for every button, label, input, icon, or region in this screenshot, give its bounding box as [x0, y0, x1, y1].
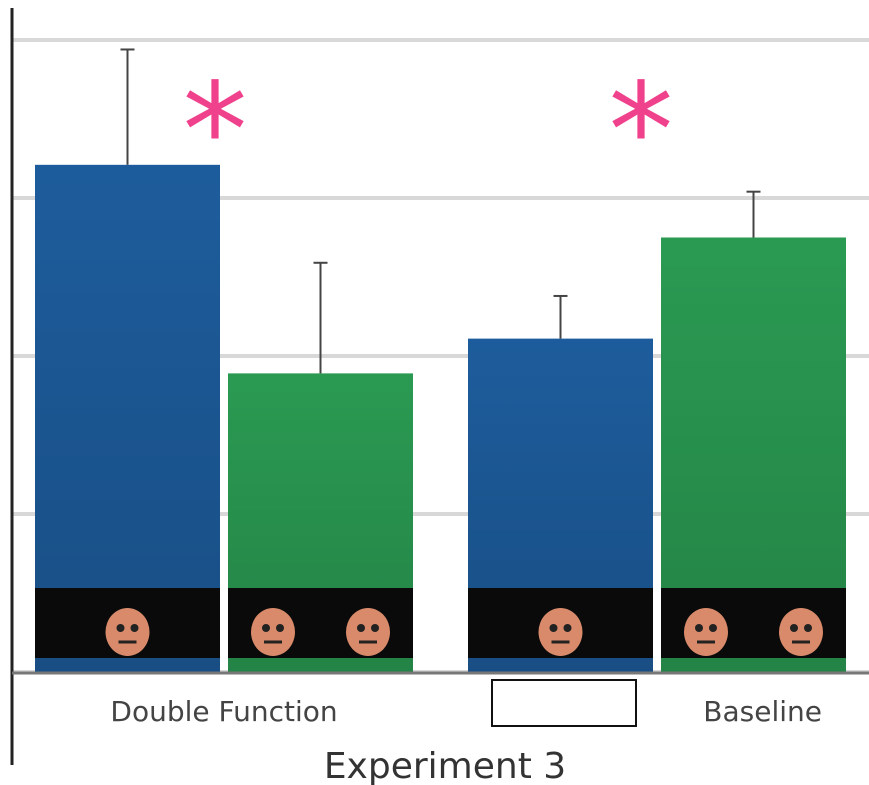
bar-shade — [35, 164, 220, 672]
figure-strip — [468, 588, 653, 658]
figure-strip — [35, 588, 220, 658]
significance-marker: * — [609, 55, 674, 207]
figure-eye — [709, 624, 717, 632]
figure-eye — [276, 624, 284, 632]
bars — [35, 48, 846, 672]
labels: Double Function Baseline * * — [110, 55, 822, 728]
figure-eye — [130, 624, 139, 632]
figure-eye — [262, 624, 270, 632]
figure-strip — [661, 588, 846, 658]
figure-face — [779, 608, 823, 656]
figure-eye — [563, 624, 572, 632]
figure-eye — [804, 624, 812, 632]
figure-eye — [116, 624, 125, 632]
figure-eye — [790, 624, 798, 632]
figure-eye — [357, 624, 365, 632]
redaction-box — [491, 679, 637, 727]
figure-face — [251, 608, 295, 656]
significance-marker: * — [183, 55, 248, 207]
figure-face — [346, 608, 390, 656]
x-tick-label: Baseline — [703, 695, 822, 728]
figure-eye — [371, 624, 379, 632]
figure-eye — [695, 624, 703, 632]
figure-face — [538, 608, 583, 656]
figure-face — [684, 608, 728, 656]
figure-eye — [549, 624, 558, 632]
x-tick-label: Double Function — [110, 695, 337, 728]
figure-strip — [228, 588, 413, 658]
x-axis-title: Experiment 3 — [324, 746, 566, 785]
figure-face — [105, 608, 150, 656]
